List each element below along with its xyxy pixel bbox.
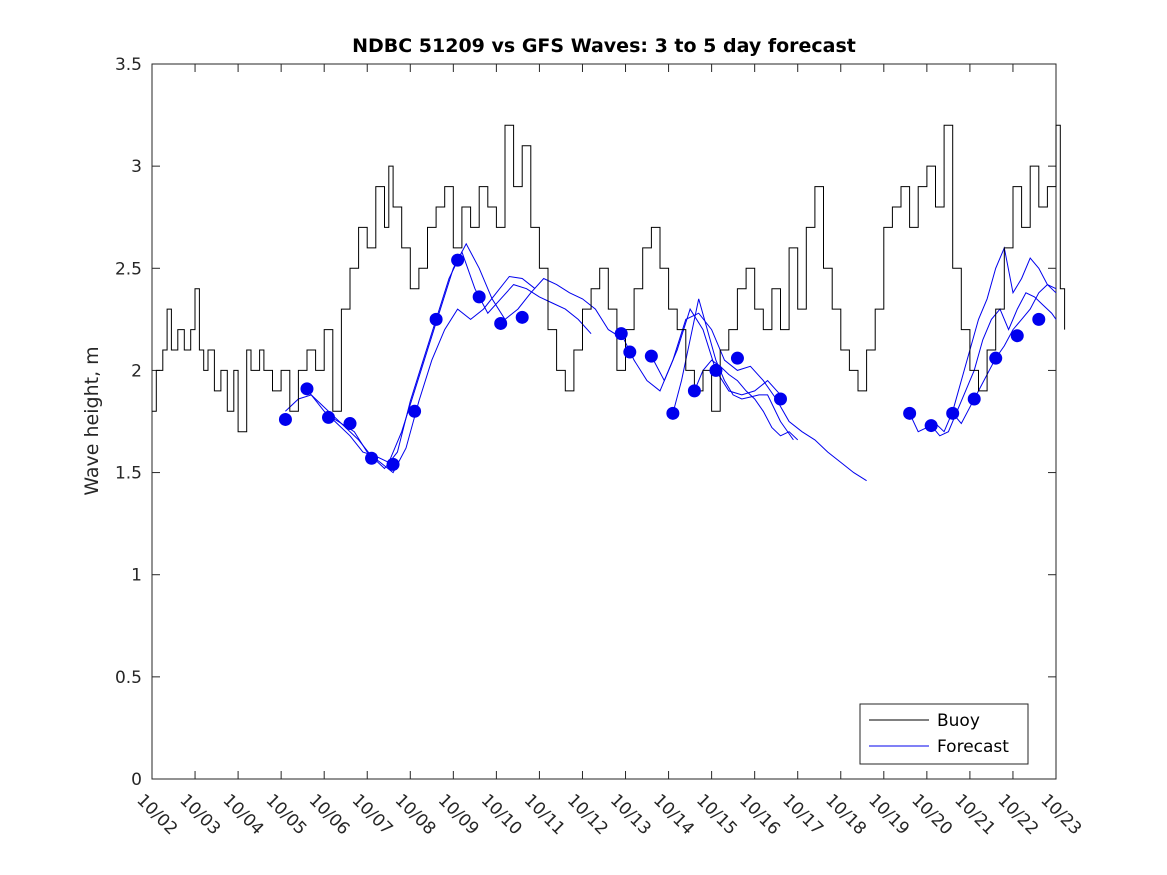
forecast-marker bbox=[451, 253, 465, 267]
forecast-marker bbox=[1032, 312, 1046, 326]
y-tick-labels: 0 0.5 1 1.5 2 2.5 3 3.5 bbox=[115, 55, 142, 790]
forecast-marker bbox=[709, 363, 723, 377]
y-tick-label: 3.5 bbox=[115, 55, 142, 75]
axis-ticks bbox=[151, 63, 1057, 780]
chart-title: NDBC 51209 vs GFS Waves: 3 to 5 day fore… bbox=[352, 35, 856, 57]
forecast-marker bbox=[967, 392, 981, 406]
legend-box bbox=[859, 703, 1029, 765]
y-tick-label: 0.5 bbox=[115, 668, 142, 688]
forecast-marker bbox=[946, 406, 960, 420]
forecast-marker bbox=[903, 406, 917, 420]
buoy-line bbox=[152, 124, 1066, 433]
forecast-marker bbox=[1010, 329, 1024, 343]
y-axis-label: Wave height, m bbox=[81, 346, 103, 495]
forecast-marker bbox=[515, 310, 529, 324]
y-tick-label: 2.5 bbox=[115, 259, 142, 279]
forecast-marker bbox=[773, 392, 787, 406]
forecast-marker bbox=[614, 327, 628, 341]
forecast-line bbox=[952, 284, 1057, 425]
forecast-line bbox=[285, 242, 622, 464]
plot-area bbox=[151, 63, 1057, 780]
forecast-marker bbox=[321, 410, 335, 424]
forecast-line bbox=[620, 312, 867, 482]
forecast-marker bbox=[730, 351, 744, 365]
forecast-line bbox=[306, 250, 592, 470]
legend-buoy-label: Buoy bbox=[937, 711, 980, 731]
forecast-marker bbox=[300, 382, 314, 396]
y-tick-label: 1.5 bbox=[115, 464, 142, 484]
forecast-marker bbox=[494, 316, 508, 330]
forecast-line bbox=[328, 275, 536, 474]
forecast-marker bbox=[644, 349, 658, 363]
forecast-marker bbox=[343, 417, 357, 431]
forecast-line bbox=[693, 359, 799, 441]
forecast-marker bbox=[408, 404, 422, 418]
y-tick-label: 1 bbox=[131, 566, 142, 586]
legend-forecast-label: Forecast bbox=[937, 737, 1009, 757]
forecast-marker bbox=[666, 406, 680, 420]
forecast-marker bbox=[623, 345, 637, 359]
forecast-marker bbox=[365, 451, 379, 465]
forecast-marker bbox=[687, 384, 701, 398]
y-tick-label: 0 bbox=[131, 770, 142, 790]
forecast-line bbox=[672, 298, 794, 441]
forecast-marker bbox=[989, 351, 1003, 365]
series-layer bbox=[152, 124, 1066, 482]
y-tick-label: 3 bbox=[131, 157, 142, 177]
forecast-marker bbox=[386, 457, 400, 471]
y-tick-label: 2 bbox=[131, 361, 142, 381]
forecast-marker bbox=[924, 419, 938, 433]
forecast-marker bbox=[278, 412, 292, 426]
forecast-marker bbox=[472, 290, 486, 304]
legend: Buoy Forecast bbox=[859, 703, 1029, 765]
forecast-marker bbox=[429, 312, 443, 326]
